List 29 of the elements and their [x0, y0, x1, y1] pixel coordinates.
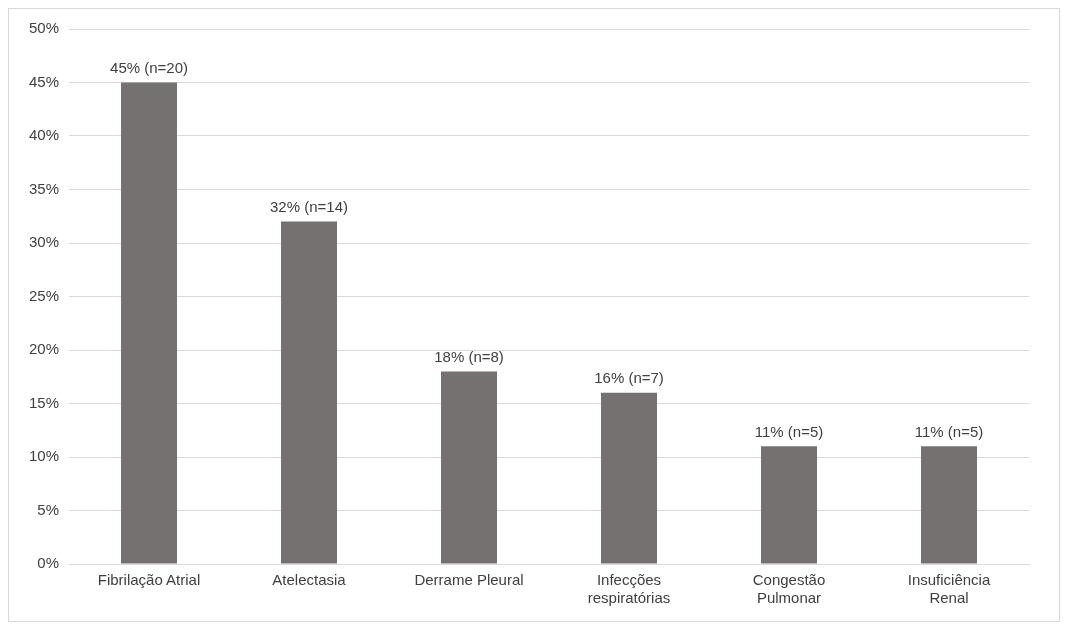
bar: [441, 371, 498, 564]
y-tick-label: 20%: [28, 340, 60, 358]
data-label: 11% (n=5): [754, 422, 824, 440]
y-tick-label: 40%: [28, 126, 60, 144]
y-tick-label: 45%: [28, 72, 60, 90]
data-label: 18% (n=8): [434, 348, 504, 366]
x-tick-label: Insuficiência Renal: [907, 571, 991, 607]
x-tick-label: Fibrilação Atrial: [97, 571, 201, 589]
y-tick-label: 15%: [28, 393, 60, 411]
data-label: 45% (n=20): [110, 59, 189, 77]
bar: [121, 82, 178, 564]
y-tick-label: 0%: [37, 554, 60, 572]
bar: [601, 392, 658, 564]
data-label: 16% (n=7): [594, 369, 664, 387]
y-tick-label: 50%: [28, 19, 60, 37]
y-tick-label: 35%: [28, 179, 60, 197]
y-tick-label: 10%: [28, 447, 60, 465]
y-tick-label: 25%: [28, 286, 60, 304]
y-tick-label: 5%: [37, 500, 60, 518]
y-tick-label: 30%: [28, 233, 60, 251]
data-label: 32% (n=14): [270, 198, 348, 216]
x-tick-label: Congestão Pulmonar: [752, 571, 826, 607]
bar: [761, 446, 818, 564]
x-tick-label: Atelectasia: [272, 571, 347, 589]
bar: [921, 446, 977, 564]
x-tick-label: Infecções respiratórias: [587, 571, 671, 607]
x-tick-label: Derrame Pleural: [414, 571, 524, 589]
data-label: 11% (n=5): [914, 422, 984, 440]
bar: [281, 221, 338, 564]
